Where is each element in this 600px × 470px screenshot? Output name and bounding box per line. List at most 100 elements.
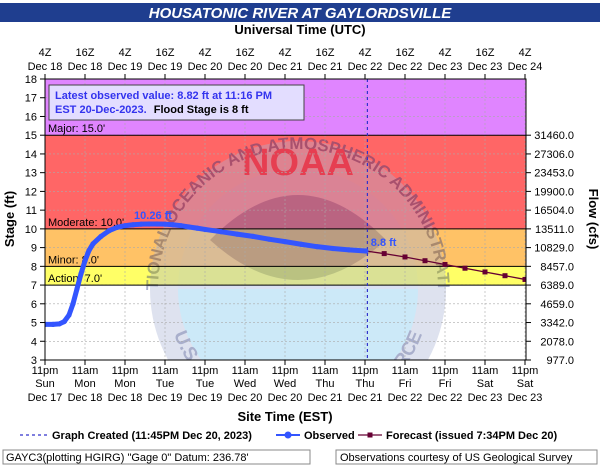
time-tick-hour: 11am (392, 365, 419, 377)
flow-tick-label: 16504.0 (534, 205, 574, 217)
flow-axis-label: Flow (cfs) (586, 189, 600, 250)
time-tick-hour: 11pm (512, 365, 539, 377)
seal-water (178, 289, 418, 360)
utc-tick-hour: 4Z (519, 47, 532, 59)
utc-tick-hour: 16Z (316, 47, 335, 59)
utc-tick-hour: 16Z (156, 47, 175, 59)
observed-point (346, 247, 352, 253)
utc-tick-hour: 4Z (39, 47, 52, 59)
time-tick-date: Dec 22 (428, 392, 463, 404)
time-tick-day: Mon (114, 378, 135, 390)
stage-tick-label: 14 (25, 149, 37, 161)
observed-point (74, 286, 80, 292)
time-tick-date: Dec 18 (68, 392, 103, 404)
stage-tick-label: 9 (31, 243, 37, 255)
forecast-point (402, 254, 408, 260)
observed-point (130, 222, 136, 228)
legend-forecast: Forecast (issued 7:34PM Dec 20) (386, 430, 558, 442)
forecast-point (422, 258, 428, 264)
observed-point (82, 258, 88, 264)
observed-point (56, 321, 63, 327)
time-tick-day: Fri (399, 378, 412, 390)
stage-tick-label: 13 (25, 168, 37, 180)
utc-tick-hour: 16Z (476, 47, 495, 59)
time-tick-date: Dec 17 (28, 392, 63, 404)
observed-point (90, 241, 96, 247)
flow-tick-label: 27306.0 (534, 149, 574, 161)
time-tick-date: Dec 23 (508, 392, 543, 404)
observed-point (330, 245, 336, 252)
stage-label-action: Action: 7.0' (48, 273, 102, 285)
observed-point (186, 224, 192, 230)
observed-point (98, 233, 104, 239)
utc-tick-hour: 4Z (439, 47, 452, 59)
time-tick-date: Dec 18 (108, 392, 143, 404)
observed-point (70, 301, 76, 307)
flow-tick-label: 2078.0 (540, 336, 574, 348)
time-tick-date: Dec 19 (148, 392, 183, 404)
stage-tick-label: 15 (25, 130, 37, 142)
time-tick-day: Thu (316, 378, 335, 390)
observed-point (234, 231, 240, 237)
time-tick-hour: 11am (232, 365, 259, 377)
observed-point (154, 221, 160, 227)
utc-tick-hour: 16Z (236, 47, 255, 59)
time-tick-hour: 11am (472, 365, 499, 377)
time-tick-day: Sat (477, 378, 494, 390)
utc-tick-hour: 16Z (396, 47, 415, 59)
time-tick-hour: 11pm (352, 365, 379, 377)
flow-tick-label: 3342.0 (540, 318, 574, 330)
time-tick-day: Fri (439, 378, 452, 390)
seal-outer-ring (150, 141, 446, 360)
flow-tick-label: 10829.0 (534, 243, 574, 255)
flood-stage-labels: Action: 7.0' Minor: 8.0' Moderate: 10.0' Ma… (48, 123, 124, 285)
utc-tick-date: Dec 24 (508, 61, 543, 73)
utc-tick-date: Dec 21 (268, 61, 303, 73)
utc-tick-date: Dec 22 (348, 61, 383, 73)
utc-tick-date: Dec 23 (428, 61, 463, 73)
utc-tick-date: Dec 20 (188, 61, 223, 73)
time-tick-date: Dec 20 (228, 392, 263, 404)
time-tick-day: Tue (196, 378, 215, 390)
observed-point (45, 321, 48, 328)
time-tick-hour: 11pm (192, 365, 219, 377)
noaa-bird-icon (210, 195, 386, 280)
observed-point (106, 228, 112, 234)
stage-tick-label: 5 (31, 318, 37, 330)
utc-tick-hour: 4Z (119, 47, 132, 59)
observed-point (122, 223, 128, 229)
observed-point (114, 224, 120, 230)
stage-label-moderate: Moderate: 10.0' (48, 217, 124, 229)
observed-point (363, 248, 369, 254)
time-tick-day: Tue (156, 378, 175, 390)
observed-point (282, 239, 288, 245)
stage-tick-label: 4 (31, 336, 37, 348)
title-bar (0, 3, 600, 22)
stage-tick-label: 17 (25, 93, 37, 105)
flow-tick-label: 977.0 (546, 355, 574, 367)
observed-point (86, 247, 92, 254)
forecast-point (381, 251, 387, 257)
observed-point (138, 221, 144, 227)
observed-point (314, 244, 320, 250)
observed-point (178, 223, 184, 229)
stage-tick-label: 8 (31, 261, 37, 273)
footer-left-box (2, 449, 311, 465)
top-axis-label: Universal Time (UTC) (234, 22, 365, 37)
time-tick-day: Wed (274, 378, 296, 390)
observed-point (170, 222, 176, 228)
time-tick-date: Dec 19 (188, 392, 223, 404)
stage-tick-label: 6 (31, 299, 37, 311)
forecast-point (502, 273, 508, 279)
stage-label-minor: Minor: 8.0' (48, 254, 99, 266)
notice-date: EST 20-Dec-2023. (55, 104, 147, 116)
flow-tick-label: 13511.0 (535, 224, 574, 236)
flow-tick-label: 8457.0 (540, 261, 574, 273)
stage-tick-label: 3 (31, 355, 37, 367)
time-tick-hour: 11am (152, 365, 179, 377)
utc-tick-date: Dec 22 (388, 61, 423, 73)
time-tick-date: Dec 22 (388, 392, 423, 404)
observed-point (146, 221, 152, 227)
time-tick-day: Sun (35, 378, 55, 390)
time-tick-day: Mon (74, 378, 95, 390)
